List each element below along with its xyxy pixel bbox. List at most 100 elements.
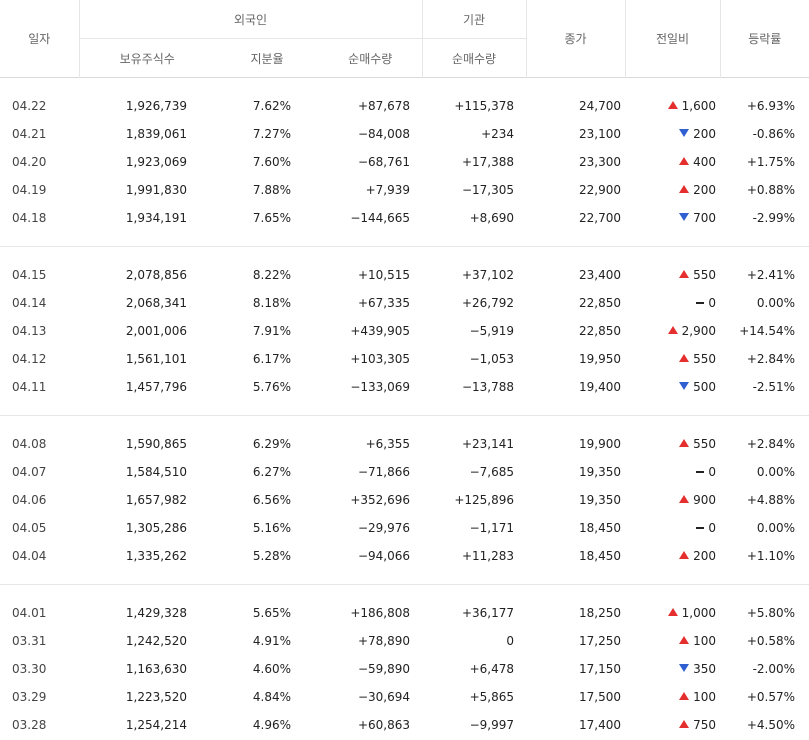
cell-date: 04.05 xyxy=(12,521,47,535)
cell-ratio: 4.84% xyxy=(252,690,291,704)
arrow-up-icon xyxy=(667,608,678,616)
cell-change: 1,000 xyxy=(625,599,720,627)
cell-rate: +4.88% xyxy=(746,493,796,507)
cell-ratio: 7.60% xyxy=(252,155,291,169)
header-institution: 기관 xyxy=(422,0,527,39)
cell-change: 550 xyxy=(625,430,720,458)
cell-ratio: 7.65% xyxy=(252,211,291,225)
cell-close: 22,850 xyxy=(579,324,622,338)
cell-change-value: 550 xyxy=(693,352,717,366)
cell-holdings: 1,457,796 xyxy=(125,380,187,394)
cell-rate: +0.57% xyxy=(746,690,796,704)
cell-change-value: 100 xyxy=(693,690,717,704)
arrow-up-icon xyxy=(679,439,690,447)
cell-close: 17,150 xyxy=(579,662,622,676)
arrow-up-icon xyxy=(679,495,690,503)
cell-date: 04.22 xyxy=(12,99,47,113)
cell-inst-net: +6,478 xyxy=(469,662,515,676)
cell-date: 04.14 xyxy=(12,296,47,310)
cell-date: 04.15 xyxy=(12,268,47,282)
cell-inst-net: +23,141 xyxy=(461,437,515,451)
arrow-up-icon xyxy=(679,720,690,728)
header-ratio: 지분율 xyxy=(215,38,319,78)
cell-date: 03.31 xyxy=(12,634,47,648)
cell-rate: +2.84% xyxy=(746,437,796,451)
cell-inst-net: +36,177 xyxy=(461,606,515,620)
arrow-down-icon xyxy=(679,213,690,221)
cell-date: 04.20 xyxy=(12,155,47,169)
arrow-up-icon xyxy=(667,326,678,334)
header-inst-net: 순매수량 xyxy=(422,38,527,78)
table-row: 04.22 1,926,739 7.62% +87,678 +115,378 24,700… xyxy=(0,92,809,120)
cell-change: 900 xyxy=(625,486,720,514)
cell-date: 04.07 xyxy=(12,465,47,479)
arrow-up-icon xyxy=(679,692,690,700)
cell-close: 17,250 xyxy=(579,634,622,648)
cell-change-value: 400 xyxy=(693,155,717,169)
cell-foreign-net: −29,976 xyxy=(357,521,411,535)
cell-date: 04.12 xyxy=(12,352,47,366)
cell-inst-net: +234 xyxy=(481,127,515,141)
table-row: 03.31 1,242,520 4.91% +78,890 0 17,250 100 +0.5… xyxy=(0,627,809,655)
cell-holdings: 1,584,510 xyxy=(125,465,187,479)
cell-change: 550 xyxy=(625,345,720,373)
cell-close: 23,400 xyxy=(579,268,622,282)
cell-change: 350 xyxy=(625,655,720,683)
cell-rate: +4.50% xyxy=(746,718,796,732)
cell-change: 0 xyxy=(625,458,720,486)
cell-close: 19,950 xyxy=(579,352,622,366)
cell-rate: +2.84% xyxy=(746,352,796,366)
cell-change: 200 xyxy=(625,176,720,204)
cell-ratio: 7.91% xyxy=(252,324,291,338)
cell-change-value: 2,900 xyxy=(681,324,717,338)
cell-change: 700 xyxy=(625,204,720,232)
cell-foreign-net: −94,066 xyxy=(357,549,411,563)
cell-rate: +0.88% xyxy=(746,183,796,197)
cell-inst-net: −9,997 xyxy=(469,718,515,732)
cell-foreign-net: +67,335 xyxy=(357,296,411,310)
cell-change-value: 0 xyxy=(708,521,717,535)
arrow-up-icon xyxy=(679,551,690,559)
cell-rate: -2.51% xyxy=(752,380,796,394)
cell-inst-net: +125,896 xyxy=(454,493,515,507)
cell-change-value: 0 xyxy=(708,465,717,479)
cell-close: 22,700 xyxy=(579,211,622,225)
table-row: 04.11 1,457,796 5.76% −133,069 −13,788 19,400… xyxy=(0,373,809,401)
cell-foreign-net: +439,905 xyxy=(350,324,411,338)
header-foreign: 외국인 xyxy=(79,0,423,39)
header-foreign-net: 순매수량 xyxy=(319,38,423,78)
header-holdings: 보유주식수 xyxy=(79,38,215,78)
cell-holdings: 1,305,286 xyxy=(125,521,187,535)
cell-rate: +2.41% xyxy=(746,268,796,282)
cell-holdings: 1,561,101 xyxy=(125,352,187,366)
cell-inst-net: −5,919 xyxy=(469,324,515,338)
cell-ratio: 4.91% xyxy=(252,634,291,648)
cell-ratio: 6.56% xyxy=(252,493,291,507)
cell-holdings: 1,335,262 xyxy=(125,549,187,563)
cell-holdings: 1,923,069 xyxy=(125,155,187,169)
cell-rate: 0.00% xyxy=(756,521,796,535)
cell-close: 22,850 xyxy=(579,296,622,310)
cell-change-value: 500 xyxy=(693,380,717,394)
cell-holdings: 1,254,214 xyxy=(125,718,187,732)
cell-close: 23,300 xyxy=(579,155,622,169)
cell-close: 23,100 xyxy=(579,127,622,141)
arrow-up-icon xyxy=(679,270,690,278)
cell-rate: 0.00% xyxy=(756,465,796,479)
cell-inst-net: +11,283 xyxy=(461,549,515,563)
cell-close: 19,350 xyxy=(579,493,622,507)
arrow-up-icon xyxy=(667,101,678,109)
cell-date: 04.08 xyxy=(12,437,47,451)
cell-foreign-net: +7,939 xyxy=(365,183,411,197)
table-row: 04.08 1,590,865 6.29% +6,355 +23,141 19,900 55… xyxy=(0,430,809,458)
cell-close: 22,900 xyxy=(579,183,622,197)
cell-ratio: 5.76% xyxy=(252,380,291,394)
arrow-up-icon xyxy=(679,185,690,193)
cell-change-value: 200 xyxy=(693,183,717,197)
cell-ratio: 4.96% xyxy=(252,718,291,732)
cell-date: 04.13 xyxy=(12,324,47,338)
cell-holdings: 1,839,061 xyxy=(125,127,187,141)
no-change-icon xyxy=(696,302,705,304)
table-body: 04.22 1,926,739 7.62% +87,678 +115,378 24,700… xyxy=(0,78,809,740)
cell-rate: +1.10% xyxy=(746,549,796,563)
